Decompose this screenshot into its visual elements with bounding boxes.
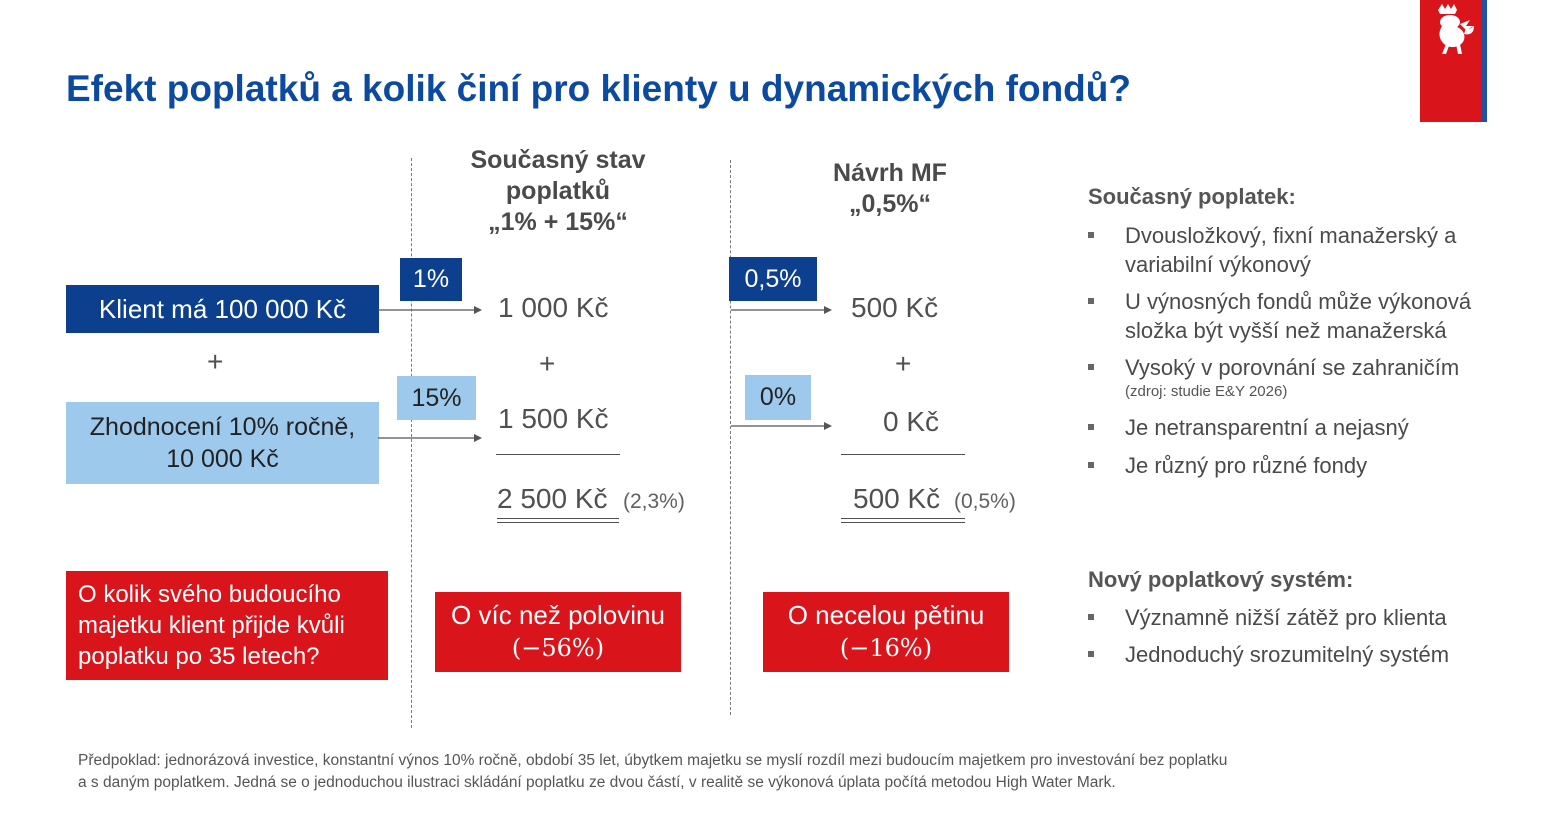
- bullet-square-icon: [1088, 364, 1094, 370]
- current-total: 2 500 Kč: [497, 483, 608, 514]
- arrow-growth-current: [378, 434, 482, 442]
- current-total-underline2: [497, 522, 619, 523]
- left-plus: +: [207, 346, 224, 377]
- current-fee-item: Je netransparentní a nejasný: [1088, 413, 1538, 443]
- current-rate2-badge: 15%: [397, 376, 476, 420]
- bullet-square-icon: [1088, 462, 1094, 468]
- arrow-client-proposal: [731, 306, 832, 314]
- current-heading-line2: poplatků: [505, 177, 611, 205]
- source-note: (zdroj: studie E&Y 2026): [1125, 383, 1288, 400]
- current-total-underline1: [497, 518, 619, 519]
- logo-blue-stripe: [1481, 0, 1487, 122]
- current-fee-item-text: Je netransparentní a nejasný: [1125, 415, 1409, 440]
- current-fee-item: Vysoký v porovnání se zahraničím (zdroj:…: [1088, 353, 1538, 403]
- proposal-total: 500 Kč: [853, 483, 941, 514]
- client-amount-box: Klient má 100 000 Kč: [66, 285, 379, 333]
- proposal-total-underline1: [841, 518, 965, 519]
- proposal-result-text: O necelou pětinu: [787, 600, 985, 630]
- czech-lion-emblem-icon: [1438, 4, 1474, 54]
- current-fee-item: U výnosných fondů může výkonová složka b…: [1088, 287, 1538, 347]
- current-fee-item-text: Je různý pro různé fondy: [1125, 453, 1368, 478]
- page-title: Efekt poplatků a kolik činí pro klienty …: [66, 68, 1131, 109]
- question-box: O kolik svého budoucího majetku klient p…: [66, 571, 388, 680]
- current-amount1: 1 000 Kč: [498, 292, 609, 323]
- current-amount2: 1 500 Kč: [498, 403, 609, 434]
- proposal-result-pct: (−16%): [839, 634, 933, 662]
- proposal-result-box: O necelou pětinu (−16%): [763, 592, 1009, 672]
- current-fee-item-body: Vysoký v porovnání se zahraničím (zdroj:…: [1125, 353, 1535, 402]
- divider-right: [730, 160, 731, 715]
- proposal-rate1-badge: 0,5%: [729, 257, 817, 301]
- arrow-client-current: [378, 306, 482, 314]
- new-system-item: Významně nižší zátěž pro klienta: [1088, 603, 1538, 633]
- current-fee-item: Dvousložkový, fixní manažerský a variabi…: [1088, 221, 1538, 281]
- footnote-line1: Předpoklad: jednorázová investice, konst…: [78, 752, 1228, 769]
- current-plus: +: [539, 348, 556, 379]
- bullet-square-icon: [1088, 232, 1094, 238]
- proposal-sum-line: [841, 454, 965, 455]
- proposal-rate2-badge: 0%: [745, 375, 811, 420]
- state-logo: [1420, 0, 1486, 122]
- divider-left: [411, 158, 412, 728]
- new-system-item-text: Jednoduchý srozumitelný systém: [1125, 642, 1450, 667]
- current-result-box: O víc než polovinu (−56%): [435, 592, 681, 672]
- current-total-pct: (2,3%): [623, 490, 685, 513]
- proposal-heading: Návrh MF „0,5%“: [790, 158, 990, 220]
- arrow-growth-proposal: [731, 422, 832, 430]
- footnote: Předpoklad: jednorázová investice, konst…: [78, 750, 1227, 794]
- bullet-square-icon: [1088, 298, 1094, 304]
- proposal-amount1: 500 Kč: [851, 292, 939, 323]
- growth-box: Zhodnocení 10% ročně, 10 000 Kč: [66, 402, 379, 484]
- proposal-plus: +: [895, 348, 912, 379]
- proposal-heading-line1: Návrh MF: [833, 159, 947, 187]
- footnote-line2: a s daným poplatkem. Jedná se o jednoduc…: [78, 774, 1116, 791]
- bullet-square-icon: [1088, 424, 1094, 430]
- current-fee-item-text: Dvousložkový, fixní manažerský a variabi…: [1125, 223, 1457, 277]
- current-heading-line3: „1% + 15%“: [488, 208, 628, 236]
- current-sum-line: [496, 454, 620, 455]
- proposal-total-pct: (0,5%): [954, 490, 1016, 513]
- new-system-heading: Nový poplatkový systém:: [1088, 567, 1354, 592]
- current-result-pct: (−56%): [511, 634, 605, 662]
- bullet-square-icon: [1088, 651, 1094, 657]
- current-heading-line1: Současný stav: [470, 146, 646, 174]
- current-fee-item: Je různý pro různé fondy: [1088, 451, 1538, 481]
- current-fee-item-text: U výnosných fondů může výkonová složka b…: [1125, 289, 1472, 343]
- current-result-text: O víc než polovinu: [451, 600, 665, 630]
- proposal-total-underline2: [841, 522, 965, 523]
- proposal-amount2: 0 Kč: [883, 406, 940, 437]
- bullet-square-icon: [1088, 614, 1094, 620]
- current-fee-heading: Současný poplatek:: [1088, 184, 1296, 209]
- proposal-heading-line2: „0,5%“: [849, 190, 931, 218]
- new-system-item-text: Významně nižší zátěž pro klienta: [1125, 605, 1447, 630]
- current-heading: Současný stav poplatků „1% + 15%“: [438, 145, 678, 238]
- current-fee-item-text: Vysoký v porovnání se zahraničím: [1125, 355, 1460, 380]
- current-rate1-badge: 1%: [400, 258, 462, 301]
- new-system-item: Jednoduchý srozumitelný systém: [1088, 640, 1538, 670]
